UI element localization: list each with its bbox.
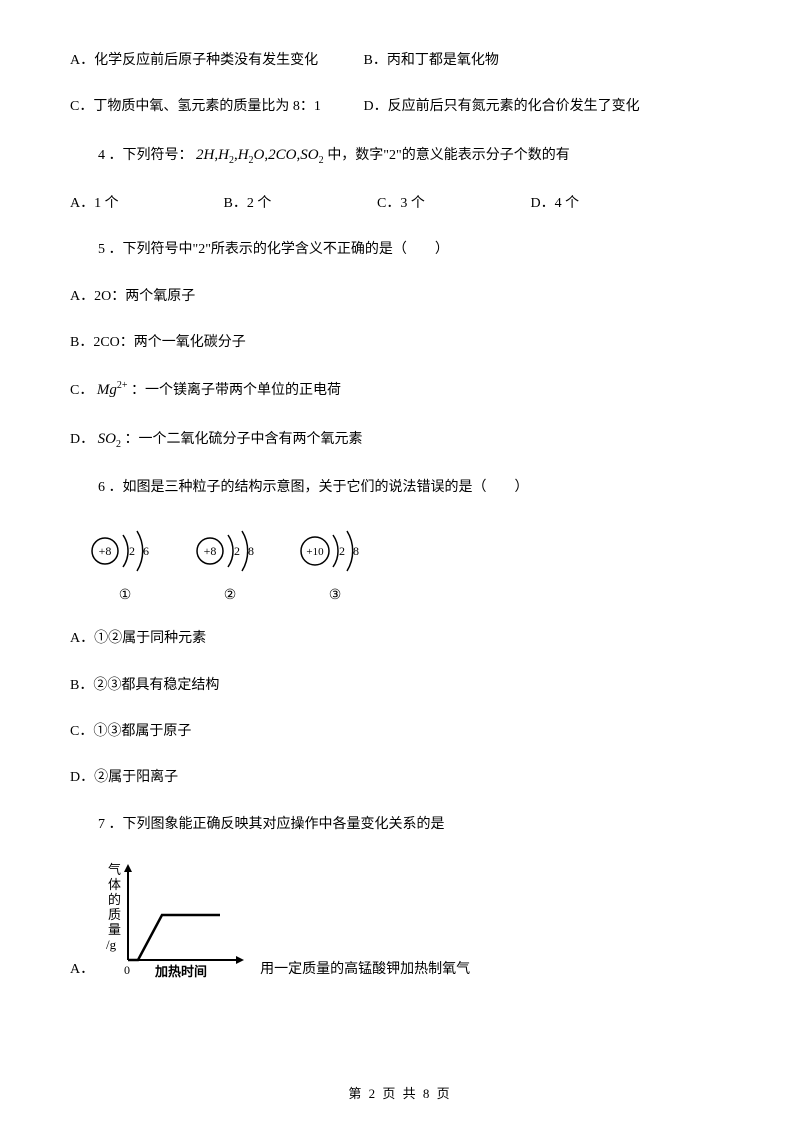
- q4-stem-suffix: 中，数字"2"的意义能表示分子个数的有: [327, 148, 569, 163]
- svg-text:量: 量: [108, 922, 121, 937]
- q6-opt-b: B．②③都具有稳定结构: [70, 675, 730, 697]
- svg-text:2: 2: [339, 544, 345, 558]
- svg-text:加热时间: 加热时间: [154, 964, 207, 979]
- svg-text:6: 6: [143, 544, 149, 558]
- svg-text:体: 体: [108, 877, 121, 892]
- q4-stem-prefix: 4 ．下列符号：: [98, 148, 193, 163]
- q7-opt-a: A． 气 体 的 质 量 /g 0 加热时间 用一定质量的高锰酸钾加热制氧气: [70, 860, 730, 980]
- q3-opt-a: A．化学反应前后原子种类没有发生变化: [70, 50, 360, 72]
- svg-text:质: 质: [108, 907, 121, 922]
- q5-optd-formula: SO2: [98, 431, 121, 447]
- q6-opt-d: D．②属于阳离子: [70, 767, 730, 789]
- atom-diagram-1: +8 2 6 ①: [80, 523, 170, 604]
- q4-stem: 4 ．下列符号： 2H,H2,H2O,2CO,SO2 中，数字"2"的意义能表示…: [70, 143, 730, 169]
- q3-options-row2: C．丁物质中氧、氢元素的质量比为 8：1 D．反应前后只有氮元素的化合价发生了变…: [70, 96, 730, 118]
- q3-opt-b: B．丙和丁都是氧化物: [364, 50, 499, 72]
- atom-svg-2: +8 2 8: [190, 523, 270, 579]
- svg-text:0: 0: [124, 963, 130, 977]
- svg-text:+10: +10: [306, 546, 324, 558]
- q4-formula: 2H,H2,H2O,2CO,SO2: [196, 147, 327, 163]
- q7-opt-a-prefix: A．: [70, 958, 94, 978]
- q5-opt-b: B．2CO：两个一氧化碳分子: [70, 332, 730, 354]
- q5-opt-a: A．2O：两个氧原子: [70, 286, 730, 308]
- atom-svg-1: +8 2 6: [85, 523, 165, 579]
- q4-opt-a: A．1 个: [70, 193, 220, 215]
- q6-opt-c: C．①③都属于原子: [70, 721, 730, 743]
- q4-opt-d: D．4 个: [531, 193, 681, 215]
- q6-stem: 6 ．如图是三种粒子的结构示意图，关于它们的说法错误的是（ ）: [70, 477, 730, 499]
- svg-text:2: 2: [234, 544, 240, 558]
- atom-diagram-2: +8 2 8 ②: [185, 523, 275, 604]
- q5-optc-formula: Mg2+: [97, 382, 128, 398]
- q4-options: A．1 个 B．2 个 C．3 个 D．4 个: [70, 193, 730, 215]
- q5-opt-d: D． SO2 ：一个二氧化硫分子中含有两个氧元素: [70, 427, 730, 453]
- q7-stem: 7 ．下列图象能正确反映其对应操作中各量变化关系的是: [70, 814, 730, 836]
- q3-opt-d: D．反应前后只有氮元素的化合价发生了变化: [364, 96, 640, 118]
- atom-label-3: ③: [290, 587, 380, 604]
- svg-text:2: 2: [129, 544, 135, 558]
- q3-options-row1: A．化学反应前后原子种类没有发生变化 B．丙和丁都是氧化物: [70, 50, 730, 72]
- svg-text:8: 8: [353, 544, 359, 558]
- q6-diagrams: +8 2 6 ① +8 2 8 ② +10 2 8 ③: [80, 523, 730, 604]
- q7-chart: 气 体 的 质 量 /g 0 加热时间: [100, 860, 250, 980]
- atom-diagram-3: +10 2 8 ③: [290, 523, 380, 604]
- q5-opt-c: C． Mg2+ ：一个镁离子带两个单位的正电荷: [70, 378, 730, 402]
- svg-text:+8: +8: [99, 544, 112, 558]
- q4-opt-b: B．2 个: [224, 193, 374, 215]
- svg-text:8: 8: [248, 544, 254, 558]
- q6-opt-a: A．①②属于同种元素: [70, 628, 730, 650]
- q3-opt-c: C．丁物质中氧、氢元素的质量比为 8：1: [70, 96, 360, 118]
- svg-text:的: 的: [108, 892, 121, 907]
- atom-label-2: ②: [185, 587, 275, 604]
- q7-opt-a-suffix: 用一定质量的高锰酸钾加热制氧气: [260, 958, 470, 978]
- page-footer: 第 2 页 共 8 页: [0, 1083, 800, 1102]
- svg-text:+8: +8: [204, 544, 217, 558]
- atom-svg-3: +10 2 8: [295, 523, 375, 579]
- atom-label-1: ①: [80, 587, 170, 604]
- svg-text:/g: /g: [106, 937, 117, 952]
- svg-text:气: 气: [108, 862, 121, 877]
- q5-stem: 5 ．下列符号中"2"所表示的化学含义不正确的是（ ）: [70, 239, 730, 261]
- q4-opt-c: C．3 个: [377, 193, 527, 215]
